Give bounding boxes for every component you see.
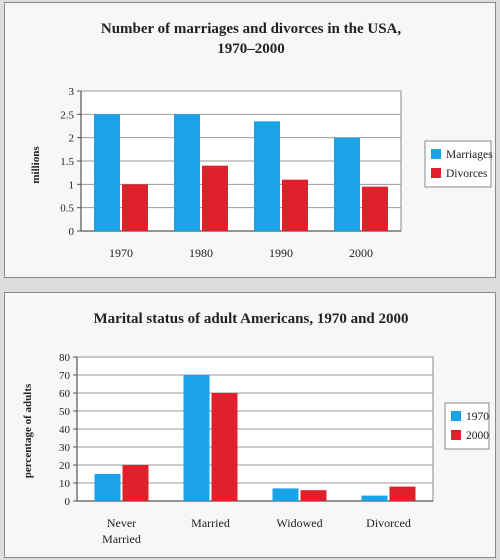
y-tick-label: 1.5 xyxy=(60,156,74,168)
y-tick-label: 80 xyxy=(59,352,71,364)
bar-marriages-1980 xyxy=(174,114,200,231)
bar-1970-married xyxy=(183,375,210,501)
y-tick-label: 2 xyxy=(69,133,75,145)
bar-2000-married xyxy=(211,393,238,501)
category-label: 1990 xyxy=(269,246,293,260)
legend-swatch-1970 xyxy=(451,411,461,421)
bar-1970-divorced xyxy=(361,495,388,501)
y-tick-label: 2.5 xyxy=(60,109,74,121)
category-label: Never xyxy=(107,516,136,530)
legend-box xyxy=(424,140,492,188)
y-tick-label: 0 xyxy=(65,496,71,508)
bar-divorces-1990 xyxy=(282,179,308,231)
category-label: 1980 xyxy=(189,246,213,260)
legend-label-1970: 1970 xyxy=(466,411,489,423)
legend-swatch-2000 xyxy=(451,430,461,440)
y-tick-label: 0.5 xyxy=(60,203,74,215)
bar-marriages-1990 xyxy=(254,121,280,231)
chart-marriages-divorces: Number of marriages and divorces in the … xyxy=(4,2,496,278)
category-label: 1970 xyxy=(109,246,133,260)
bar-marriages-1970 xyxy=(94,114,120,231)
y-tick-label: 10 xyxy=(59,478,71,490)
bar-divorces-1970 xyxy=(122,184,148,231)
y-tick-label: 30 xyxy=(59,442,71,454)
y-tick-label: 70 xyxy=(59,370,71,382)
chart2-title: Marital status of adult Americans, 1970 … xyxy=(94,311,409,327)
category-label: Divorced xyxy=(366,516,411,530)
chart-marital-status: Marital status of adult Americans, 1970 … xyxy=(4,292,496,558)
y-tick-label: 20 xyxy=(59,460,71,472)
category-label: Married xyxy=(102,532,141,546)
category-label: Married xyxy=(191,516,230,530)
chart2-svg: Marital status of adult Americans, 1970 … xyxy=(22,311,490,546)
y-tick-label: 0 xyxy=(69,226,75,238)
y-tick-label: 40 xyxy=(59,424,71,436)
bar-marriages-2000 xyxy=(334,137,360,231)
chart1-title: Number of marriages and divorces in the … xyxy=(101,21,402,37)
y-tick-label: 3 xyxy=(69,86,75,98)
chart1-title-line2: 1970–2000 xyxy=(217,41,285,57)
bar-1970-widowed xyxy=(272,488,299,501)
legend-label-marriages: Marriages xyxy=(446,149,493,161)
bar-divorces-2000 xyxy=(362,186,388,231)
legend-box xyxy=(444,402,490,450)
legend-label-divorces: Divorces xyxy=(446,168,488,180)
bar-1970-never-married xyxy=(94,474,121,501)
bar-divorces-1980 xyxy=(202,165,228,231)
legend-swatch-marriages xyxy=(431,149,441,159)
bar-2000-never-married xyxy=(122,465,149,501)
category-label: Widowed xyxy=(276,516,322,530)
y-tick-label: 50 xyxy=(59,406,71,418)
chart2-ylabel: percentage of adults xyxy=(22,383,34,478)
chart1-svg: Number of marriages and divorces in the … xyxy=(30,21,493,260)
bar-2000-widowed xyxy=(300,490,327,501)
category-label: 2000 xyxy=(349,246,373,260)
legend-label-2000: 2000 xyxy=(466,430,489,442)
legend-swatch-divorces xyxy=(431,168,441,178)
y-tick-label: 60 xyxy=(59,388,71,400)
y-tick-label: 1 xyxy=(69,179,75,191)
chart1-ylabel: millions xyxy=(30,146,42,184)
bar-2000-divorced xyxy=(389,486,416,501)
